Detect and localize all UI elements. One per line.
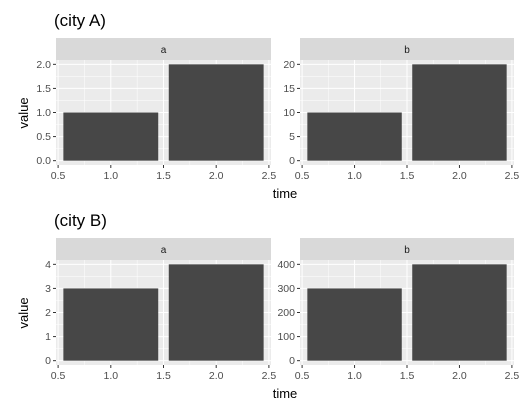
y-axis-title: value — [16, 97, 31, 128]
y-tick-label: 5 — [289, 131, 295, 143]
facet-strip-label: a — [161, 245, 167, 256]
y-tick-label: 0.5 — [36, 131, 51, 143]
y-tick-label: 0 — [289, 155, 295, 167]
panel-a: a 0.5 1.0 1.5 2.0 2.5 0 1 2 3 4 — [45, 238, 276, 382]
y-tick-label: 0 — [45, 355, 51, 367]
y-tick-label: 400 — [277, 259, 295, 271]
x-tick-label: 2.0 — [209, 370, 224, 382]
x-tick-label: 2.0 — [452, 370, 467, 382]
x-tick-label: 2.5 — [505, 370, 520, 382]
bar — [307, 112, 402, 161]
y-tick-label: 20 — [283, 59, 295, 71]
x-tick-label: 1.5 — [156, 170, 171, 182]
y-tick-label: 200 — [277, 307, 295, 319]
y-tick-label: 0 — [289, 355, 295, 367]
y-tick-label: 4 — [45, 259, 51, 271]
bar — [412, 264, 507, 361]
x-tick-label: 1.0 — [103, 370, 118, 382]
x-tick-label: 0.5 — [295, 170, 310, 182]
x-tick-label: 2.0 — [452, 170, 467, 182]
x-tick-label: 0.5 — [51, 170, 66, 182]
facet-strip — [300, 238, 514, 260]
x-tick-label: 2.5 — [262, 170, 277, 182]
x-tick-label: 2.5 — [262, 370, 277, 382]
y-tick-label: 100 — [277, 331, 295, 343]
x-tick-label: 1.5 — [400, 370, 415, 382]
facet-strip — [56, 38, 271, 60]
bar — [63, 288, 159, 361]
bar — [63, 112, 159, 161]
x-axis-title: time — [273, 386, 298, 401]
chart-title: (city B) — [54, 211, 107, 230]
y-tick-label: 1 — [45, 331, 51, 343]
x-tick-label: 1.0 — [347, 170, 362, 182]
y-tick-label: 1.5 — [36, 83, 51, 95]
x-tick-label: 2.5 — [505, 170, 520, 182]
y-tick-label: 3 — [45, 283, 51, 295]
y-tick-label: 2.0 — [36, 59, 51, 71]
bar — [168, 264, 264, 361]
chart-title: (city A) — [54, 11, 106, 30]
x-tick-label: 1.0 — [347, 370, 362, 382]
y-axis-title: value — [16, 297, 31, 328]
bar — [168, 64, 264, 161]
y-tick-label: 1.0 — [36, 107, 51, 119]
x-axis-title: time — [273, 186, 298, 201]
x-tick-label: 1.5 — [400, 170, 415, 182]
y-tick-label: 0.0 — [36, 155, 51, 167]
chart-city-b: (city B) value time a 0.5 1.0 1.5 2.0 2.5 0 1 2 3 4 b 0… — [16, 211, 519, 401]
facet-strip-label: b — [404, 45, 410, 56]
x-tick-label: 0.5 — [51, 370, 66, 382]
y-tick-label: 300 — [277, 283, 295, 295]
x-tick-label: 2.0 — [209, 170, 224, 182]
panel-b: b 0.5 1.0 1.5 2.0 2.5 0 100 200 300 400 — [277, 238, 519, 382]
facet-strip — [300, 38, 514, 60]
y-tick-label: 2 — [45, 307, 51, 319]
bar — [307, 288, 402, 361]
panel-b: b 0.5 1.0 1.5 2.0 2.5 0 5 10 15 20 — [283, 38, 519, 182]
x-tick-label: 0.5 — [295, 370, 310, 382]
facet-strip — [56, 238, 271, 260]
panel-a: a0.5 1.0 1.5 2.0 2.50.00.51.01.52.0 — [36, 38, 276, 182]
x-tick-label: 1.5 — [156, 370, 171, 382]
facet-strip-label: a — [161, 45, 167, 56]
x-tick-label: 1.0 — [103, 170, 118, 182]
y-tick-label: 10 — [283, 107, 295, 119]
bar — [412, 64, 507, 161]
y-tick-label: 15 — [283, 83, 295, 95]
facet-strip-label: b — [404, 245, 410, 256]
